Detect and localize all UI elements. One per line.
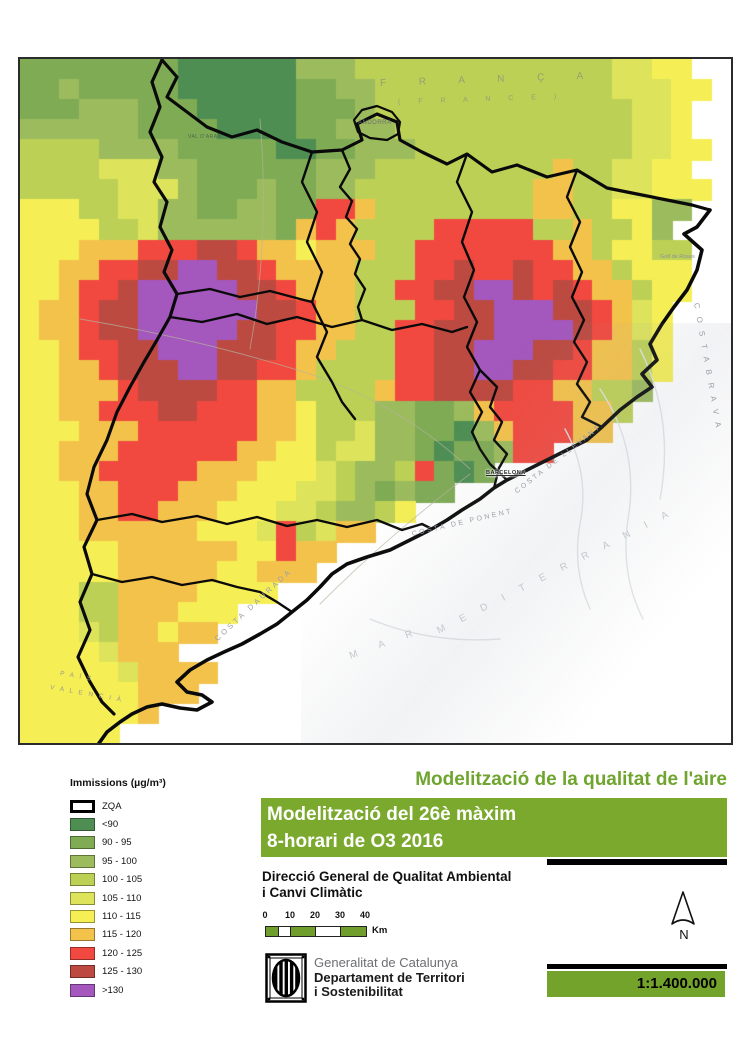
legend-item-3: 95 - 100 xyxy=(70,852,142,870)
legend-label-2: 90 - 95 xyxy=(102,837,132,849)
scalebar-segment-3 xyxy=(316,927,341,936)
map-subject-banner: Modelització del 26è màxim 8-horari de O… xyxy=(261,798,727,857)
logo-text: Generalitat de Catalunya Departament de … xyxy=(314,955,465,1000)
legend-label-1: <90 xyxy=(102,819,119,831)
legend-swatch-4 xyxy=(70,873,95,887)
legend-swatch-9 xyxy=(70,965,95,979)
banner-line2: 8-horari de O3 2016 xyxy=(267,831,444,852)
legend-swatch-6 xyxy=(70,910,95,924)
map-label-golf-de-roses: Golf de Roses xyxy=(660,254,695,260)
agency-line1: Direcció General de Qualitat Ambiental xyxy=(262,869,512,884)
boundaries-overlay xyxy=(76,59,712,743)
north-arrow-icon xyxy=(666,890,700,933)
legend-label-6: 110 - 115 xyxy=(102,911,141,923)
legend: ZQA <90 90 - 95 95 - 100 100 - 105 105 - 110 1… xyxy=(70,797,142,999)
legend-item-1: <90 xyxy=(70,815,142,833)
legend-label-0: ZQA xyxy=(102,800,122,812)
agency-line2: i Canvi Climàtic xyxy=(262,885,363,900)
agency-name: Direcció General de Qualitat Ambiental i… xyxy=(262,869,511,901)
legend-item-8: 120 - 125 xyxy=(70,944,142,962)
legend-label-10: >130 xyxy=(102,984,124,996)
legend-title: Immissions (µg/m³) xyxy=(70,777,166,789)
ratio-underline-bar xyxy=(547,964,727,969)
scalebar-tick-40: 40 xyxy=(359,910,370,920)
legend-swatch-2 xyxy=(70,836,95,850)
bathymetry-line-3 xyxy=(369,618,501,641)
legend-item-9: 125 - 130 xyxy=(70,963,142,981)
legend-swatch-10 xyxy=(70,983,95,997)
banner-underline-bar xyxy=(547,859,727,865)
logo-dept-line1: Departament de Territori xyxy=(314,969,465,985)
logo-org: Generalitat de Catalunya xyxy=(314,955,458,970)
legend-item-6: 110 - 115 xyxy=(70,907,142,925)
legend-item-0: ZQA xyxy=(70,797,142,815)
legend-label-8: 120 - 125 xyxy=(102,947,143,959)
bathymetry-line-0 xyxy=(564,428,591,610)
immission-raster-grid xyxy=(20,59,731,743)
page-title: Modelització de la qualitat de l'aire xyxy=(415,769,727,790)
aragon-border xyxy=(76,59,179,716)
map-frame: F R A N Ç A( F R A N C E ) ANDORRA VAL D'A… xyxy=(18,57,733,745)
legend-label-5: 105 - 110 xyxy=(102,892,142,904)
legend-swatch-3 xyxy=(70,854,95,868)
bathymetry-line-2 xyxy=(639,348,666,500)
legend-swatch-7 xyxy=(70,928,95,942)
france-border xyxy=(160,59,712,212)
comarca-line-8 xyxy=(175,287,314,304)
road-line-1 xyxy=(249,118,264,350)
scalebar-segment-4 xyxy=(341,927,366,936)
scalebar xyxy=(265,926,367,937)
legend-label-4: 100 - 105 xyxy=(102,874,143,886)
legend-label-7: 115 - 120 xyxy=(102,929,142,941)
map-area: F R A N Ç A( F R A N C E ) ANDORRA VAL D'A… xyxy=(20,59,731,743)
map-scale-ratio: 1:1.400.000 xyxy=(547,971,725,997)
comarca-line-5 xyxy=(95,512,434,532)
road-line-0 xyxy=(79,318,471,470)
legend-label-9: 125 - 130 xyxy=(102,966,143,978)
north-label: N xyxy=(679,927,689,942)
comarca-line-2 xyxy=(455,152,509,482)
andorra-outline xyxy=(352,104,402,142)
comarca-line-6 xyxy=(90,572,294,614)
legend-item-4: 100 - 105 xyxy=(70,871,142,889)
scalebar-tick-20: 20 xyxy=(309,910,320,920)
scalebar-unit: Km xyxy=(372,925,388,936)
legend-item-5: 105 - 110 xyxy=(70,889,142,907)
comarca-line-7 xyxy=(478,368,509,490)
legend-swatch-8 xyxy=(70,946,95,960)
legend-item-10: >130 xyxy=(70,981,142,999)
legend-label-3: 95 - 100 xyxy=(102,855,137,867)
scalebar-tick-0: 0 xyxy=(262,910,268,920)
comarca-line-1 xyxy=(300,150,357,421)
comarca-line-3 xyxy=(168,312,469,334)
scalebar-ticks: 0 10 20 30 40 xyxy=(248,910,388,922)
map-label-val-d-aran: VAL D'ARAN xyxy=(188,134,222,140)
map-label-barcelona: BARCELONA xyxy=(486,470,526,476)
scalebar-segment-2 xyxy=(291,927,316,936)
scalebar-segment-0 xyxy=(266,927,279,936)
legend-swatch-5 xyxy=(70,891,95,905)
legend-swatch-1 xyxy=(70,818,95,832)
generalitat-logo-icon xyxy=(265,953,307,1008)
legend-item-2: 90 - 95 xyxy=(70,834,142,852)
road-line-2 xyxy=(319,473,471,605)
comarca-line-4 xyxy=(565,168,604,429)
map-label-andorra: ANDORRA xyxy=(358,120,392,126)
comarca-line-9 xyxy=(338,148,367,322)
bathymetry-line-1 xyxy=(599,388,644,620)
logo-dept-line2: i Sostenibilitat xyxy=(314,984,403,999)
legend-swatch-0 xyxy=(70,799,95,813)
banner-line1: Modelització del 26è màxim xyxy=(267,804,517,825)
scalebar-tick-10: 10 xyxy=(284,910,295,920)
scalebar-tick-30: 30 xyxy=(334,910,345,920)
legend-item-7: 115 - 120 xyxy=(70,926,142,944)
coastline xyxy=(96,208,712,743)
scalebar-segment-1 xyxy=(278,927,291,936)
